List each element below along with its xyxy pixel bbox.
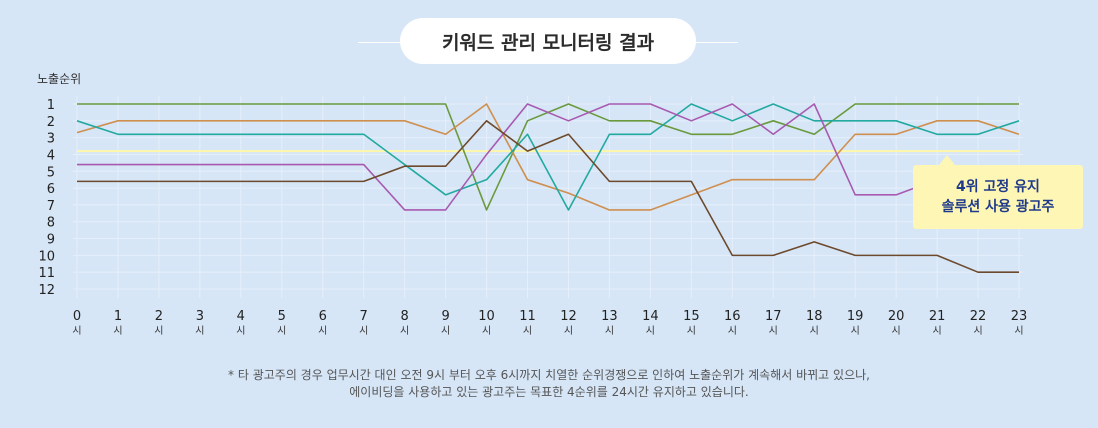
x-tick-unit: 시 xyxy=(1014,325,1023,337)
y-tick-label: 2 xyxy=(47,115,55,130)
x-tick-unit: 시 xyxy=(973,325,982,337)
x-tick-label: 20 xyxy=(888,309,905,324)
x-tick-label: 17 xyxy=(765,309,782,324)
x-tick-unit: 시 xyxy=(892,325,901,337)
title-left-rule xyxy=(358,42,400,43)
x-tick-label: 8 xyxy=(401,309,409,324)
x-tick-unit: 시 xyxy=(564,325,573,337)
x-tick-label: 23 xyxy=(1011,309,1028,324)
y-tick-label: 4 xyxy=(47,148,55,163)
y-tick-label: 9 xyxy=(47,233,55,248)
y-tick-label: 10 xyxy=(38,249,55,264)
series-line-purple xyxy=(77,103,1019,211)
series-lines xyxy=(76,103,1020,273)
x-tick-label: 10 xyxy=(478,309,495,324)
footnote-line-2: 에이비딩을 사용하고 있는 광고주는 목표한 4순위를 24시간 유지하고 있습… xyxy=(349,385,749,399)
y-tick-label: 1 xyxy=(47,98,55,113)
x-tick-unit: 시 xyxy=(810,325,819,337)
x-tick-unit: 시 xyxy=(482,325,491,337)
x-tick-unit: 시 xyxy=(236,325,245,337)
y-axis-title: 노출순위 xyxy=(37,72,81,86)
x-tick-unit: 시 xyxy=(277,325,286,337)
y-tick-label: 12 xyxy=(38,283,55,298)
x-tick-unit: 시 xyxy=(769,325,778,337)
x-tick-unit: 시 xyxy=(318,325,327,337)
chart-title: 키워드 관리 모니터링 결과 xyxy=(400,18,696,64)
x-tick-label: 1 xyxy=(114,309,122,324)
x-tick-label: 19 xyxy=(847,309,864,324)
x-tick-label: 15 xyxy=(683,309,700,324)
y-tick-label: 6 xyxy=(47,182,55,197)
y-tick-label: 11 xyxy=(38,266,55,281)
x-tick-label: 16 xyxy=(724,309,741,324)
title-area: 키워드 관리 모니터링 결과 xyxy=(0,18,1098,66)
x-tick-label: 14 xyxy=(642,309,659,324)
x-tick-label: 3 xyxy=(196,309,204,324)
callout-line-1: 4위 고정 유지 xyxy=(956,179,1040,195)
series-line-teal xyxy=(76,103,1020,211)
title-right-rule xyxy=(696,42,738,43)
y-tick-label: 3 xyxy=(47,132,55,147)
x-tick-label: 5 xyxy=(278,309,286,324)
x-tick-unit: 시 xyxy=(605,325,614,337)
x-tick-label: 7 xyxy=(360,309,368,324)
x-tick-unit: 시 xyxy=(687,325,696,337)
footnote: * 타 광고주의 경우 업무시간 대인 오전 9시 부터 오후 6시까지 치열한… xyxy=(0,367,1098,401)
y-tick-label: 8 xyxy=(47,216,55,231)
callout-box: 4위 고정 유지 솔루션 사용 광고주 xyxy=(913,155,1083,229)
x-tick-label: 6 xyxy=(319,309,327,324)
x-tick-unit: 시 xyxy=(359,325,368,337)
x-tick-label: 21 xyxy=(929,309,946,324)
x-tick-unit: 시 xyxy=(728,325,737,337)
x-tick-label: 11 xyxy=(519,309,536,324)
series-line-brown xyxy=(77,120,1019,273)
x-tick-label: 12 xyxy=(560,309,577,324)
y-tick-label: 7 xyxy=(47,199,55,214)
y-tick-label: 5 xyxy=(47,165,55,180)
x-tick-label: 13 xyxy=(601,309,618,324)
callout-line-2: 솔루션 사용 광고주 xyxy=(941,199,1055,215)
x-tick-unit: 시 xyxy=(932,325,941,337)
footnote-line-1: * 타 광고주의 경우 업무시간 대인 오전 9시 부터 오후 6시까지 치열한… xyxy=(228,368,870,382)
chart-grid xyxy=(73,96,1023,298)
x-tick-label: 22 xyxy=(970,309,987,324)
x-tick-unit: 시 xyxy=(195,325,204,337)
x-tick-unit: 시 xyxy=(523,325,532,337)
x-tick-unit: 시 xyxy=(72,325,81,337)
x-tick-label: 0 xyxy=(73,309,81,324)
x-tick-unit: 시 xyxy=(400,325,409,337)
x-tick-label: 2 xyxy=(155,309,163,324)
x-tick-unit: 시 xyxy=(113,325,122,337)
x-tick-unit: 시 xyxy=(851,325,860,337)
x-tick-label: 9 xyxy=(441,309,449,324)
x-tick-label: 18 xyxy=(806,309,823,324)
x-tick-label: 4 xyxy=(237,309,245,324)
x-axis-ticks: 0시1시2시3시4시5시6시7시8시9시10시11시12시13시14시15시16… xyxy=(72,309,1027,337)
series-line-orange xyxy=(76,103,1020,211)
x-tick-unit: 시 xyxy=(154,325,163,337)
x-tick-unit: 시 xyxy=(646,325,655,337)
x-tick-unit: 시 xyxy=(441,325,450,337)
